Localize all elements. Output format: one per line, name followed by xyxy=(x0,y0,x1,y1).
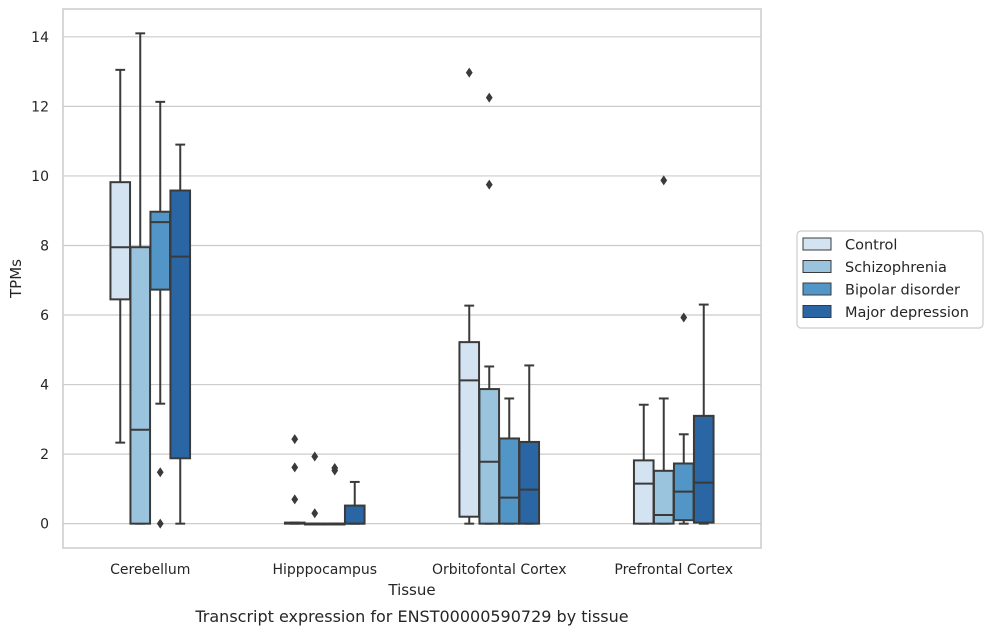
box-schizophrenia xyxy=(478,92,501,525)
x-tick-label: Prefrontal Cortex xyxy=(614,562,733,578)
legend-swatch xyxy=(802,305,832,318)
y-tick-labels: 0 2 4 6 8 10 12 14 xyxy=(31,30,49,533)
box-major-depression xyxy=(518,364,541,525)
y-tick-label: 10 xyxy=(31,169,49,185)
outlier-point xyxy=(680,312,688,323)
outlier-point xyxy=(331,463,339,474)
box xyxy=(458,341,481,518)
box-control xyxy=(632,403,655,525)
legend-swatch xyxy=(802,260,832,273)
y-tick-label: 14 xyxy=(31,30,49,46)
y-tick-label: 12 xyxy=(31,99,49,115)
box-groups xyxy=(109,32,715,529)
legend-label: Schizophrenia xyxy=(845,260,947,276)
box xyxy=(129,246,152,525)
y-tick-label: 0 xyxy=(40,517,49,533)
y-tick-label: 4 xyxy=(40,378,49,394)
box-schizophrenia xyxy=(303,451,326,526)
box xyxy=(692,414,715,524)
outlier-point xyxy=(156,518,164,529)
box-bipolar-disorder xyxy=(498,397,521,525)
y-axis-label: TPMs xyxy=(7,259,25,299)
legend: Control Schizophrenia Bipolar disorder Majo… xyxy=(796,230,984,329)
legend-label: Bipolar disorder xyxy=(845,283,960,299)
box xyxy=(109,181,132,301)
box-schizophrenia xyxy=(652,175,675,525)
box xyxy=(343,504,366,525)
box xyxy=(149,210,172,291)
x-tick-labels: Cerebellum Hipppocampus Orbitofontal Corte… xyxy=(110,562,733,578)
y-tick-label: 6 xyxy=(40,308,49,324)
box xyxy=(518,440,541,525)
box-bipolar-disorder xyxy=(149,100,172,529)
outlier-point xyxy=(311,451,319,462)
legend-frame xyxy=(796,230,984,329)
outlier-point xyxy=(660,175,668,186)
outlier-point xyxy=(485,179,493,190)
box-control xyxy=(283,434,306,525)
box xyxy=(478,388,501,525)
y-tick-label: 8 xyxy=(40,238,49,254)
x-axis-label: Tissue xyxy=(387,581,435,599)
legend-swatch xyxy=(802,282,832,296)
y-tick-label: 2 xyxy=(40,447,49,463)
outlier-point xyxy=(311,508,319,519)
legend-swatch xyxy=(802,237,832,251)
box xyxy=(169,189,192,460)
outlier-point xyxy=(465,67,473,78)
outlier-point xyxy=(485,92,493,103)
outlier-point xyxy=(291,462,299,473)
box xyxy=(632,459,655,525)
box-control xyxy=(109,68,132,444)
box-bipolar-disorder xyxy=(672,312,695,525)
legend-label: Control xyxy=(845,238,897,254)
legend-label: Major depression xyxy=(845,305,969,321)
outlier-point xyxy=(291,494,299,505)
outlier-point xyxy=(291,434,299,445)
box-schizophrenia xyxy=(129,32,152,525)
box-major-depression xyxy=(343,480,366,525)
box-bipolar-disorder xyxy=(323,463,346,526)
x-tick-label: Cerebellum xyxy=(110,562,190,578)
outlier-point xyxy=(156,467,164,478)
chart-caption: Transcript expression for ENST0000059072… xyxy=(194,607,628,626)
box xyxy=(498,437,521,525)
box-major-depression xyxy=(169,143,192,525)
box-control xyxy=(458,67,481,525)
plot-frame xyxy=(62,8,762,549)
box-major-depression xyxy=(692,303,715,525)
x-tick-label: Orbitofontal Cortex xyxy=(432,562,567,578)
x-tick-label: Hipppocampus xyxy=(272,562,377,578)
